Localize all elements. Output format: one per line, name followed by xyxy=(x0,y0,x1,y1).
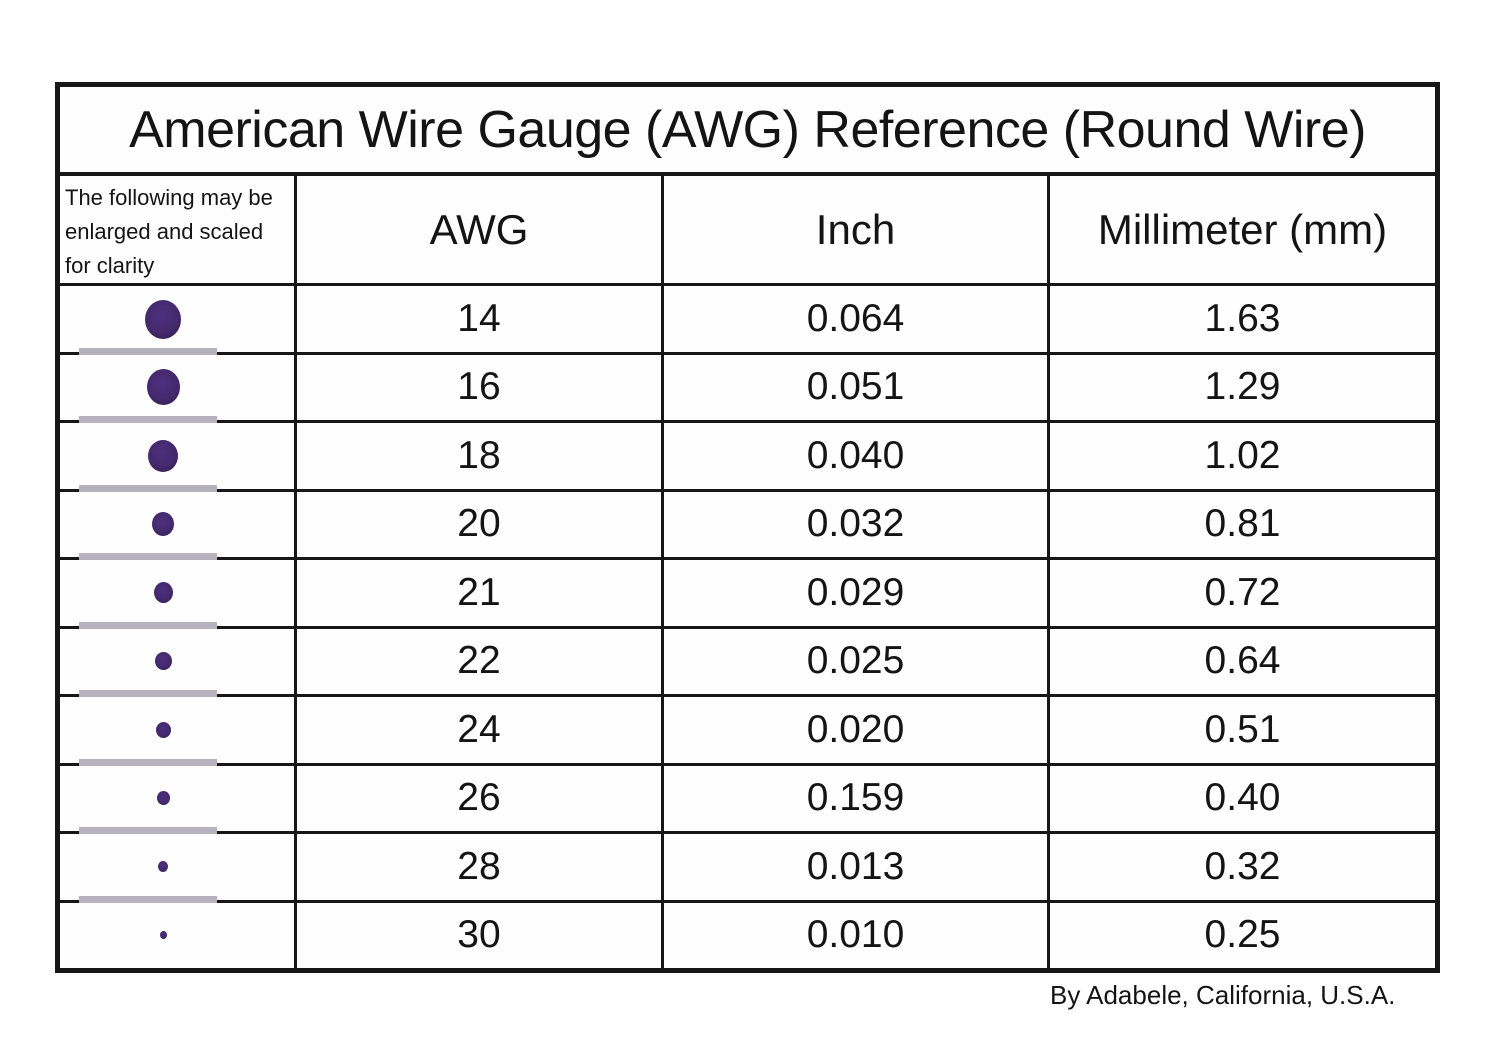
wire-dot-icon xyxy=(156,791,170,806)
awg-value: 28 xyxy=(294,834,661,900)
wire-size-dot-cell xyxy=(60,560,294,630)
inch-value: 0.051 xyxy=(661,354,1047,421)
awg-value: 20 xyxy=(294,491,661,558)
mm-value: 0.32 xyxy=(1047,834,1435,900)
table-row: 20 0.032 0.81 xyxy=(60,488,1435,561)
mm-value: 0.64 xyxy=(1047,628,1435,695)
column-header-millimeter: Millimeter (mm) xyxy=(1047,176,1435,284)
awg-value: 14 xyxy=(294,286,661,352)
mm-value: 0.81 xyxy=(1047,491,1435,558)
wire-dot-icon xyxy=(148,439,178,472)
awg-value: 21 xyxy=(294,560,661,626)
table-row: 26 0.159 0.40 xyxy=(60,762,1435,835)
wire-dot-icon xyxy=(152,512,174,537)
awg-value: 18 xyxy=(294,423,661,489)
wire-size-dot-cell xyxy=(60,697,294,767)
credit-text: By Adabele, California, U.S.A. xyxy=(1050,980,1396,1010)
mm-value: 1.02 xyxy=(1047,423,1435,489)
note-cell: The following may be enlarged and scaled… xyxy=(60,176,294,283)
table-row: 22 0.025 0.64 xyxy=(60,625,1435,698)
mm-value: 1.63 xyxy=(1047,286,1435,352)
awg-value: 30 xyxy=(294,902,661,968)
note-text: The following may be enlarged and scaled… xyxy=(65,185,273,279)
mm-value: 0.25 xyxy=(1047,902,1435,968)
header-row: The following may be enlarged and scaled… xyxy=(60,172,1435,284)
table-row: 24 0.020 0.51 xyxy=(60,694,1435,767)
inch-value: 0.025 xyxy=(661,628,1047,695)
awg-value: 26 xyxy=(294,765,661,832)
mm-value: 0.51 xyxy=(1047,697,1435,763)
wire-size-dot-cell xyxy=(60,766,294,835)
inch-value: 0.010 xyxy=(661,902,1047,968)
wire-dot-icon xyxy=(159,931,167,940)
mm-value: 0.72 xyxy=(1047,560,1435,626)
wire-size-dot-cell xyxy=(60,903,294,968)
wire-dot-icon xyxy=(154,652,172,671)
table-title: American Wire Gauge (AWG) Reference (Rou… xyxy=(129,100,1366,159)
inch-value: 0.064 xyxy=(661,286,1047,352)
awg-value: 22 xyxy=(294,628,661,695)
awg-reference-table: American Wire Gauge (AWG) Reference (Rou… xyxy=(55,82,1440,973)
table-row: 14 0.064 1.63 xyxy=(60,283,1435,356)
inch-value: 0.159 xyxy=(661,765,1047,832)
inch-value: 0.020 xyxy=(661,697,1047,763)
wire-dot-icon xyxy=(158,861,168,873)
column-header-inch: Inch xyxy=(661,176,1047,284)
table-row: 16 0.051 1.29 xyxy=(60,351,1435,424)
column-header-awg: AWG xyxy=(294,176,661,284)
table-body: 14 0.064 1.63 16 0.051 1.29 18 0.040 1.0… xyxy=(60,283,1435,968)
wire-dot-icon xyxy=(145,299,181,339)
inch-value: 0.040 xyxy=(661,423,1047,489)
wire-dot-icon xyxy=(155,721,171,738)
wire-size-dot-cell xyxy=(60,355,294,424)
wire-dot-icon xyxy=(153,582,173,604)
mm-value: 1.29 xyxy=(1047,354,1435,421)
awg-value: 16 xyxy=(294,354,661,421)
wire-size-dot-cell xyxy=(60,286,294,356)
inch-value: 0.032 xyxy=(661,491,1047,558)
table-row: 28 0.013 0.32 xyxy=(60,831,1435,903)
awg-value: 24 xyxy=(294,697,661,763)
table-row: 30 0.010 0.25 xyxy=(60,899,1435,968)
wire-size-dot-cell xyxy=(60,629,294,698)
wire-size-dot-cell xyxy=(60,492,294,561)
table-row: 18 0.040 1.02 xyxy=(60,420,1435,493)
wire-dot-icon xyxy=(146,369,180,406)
table-row: 21 0.029 0.72 xyxy=(60,557,1435,630)
inch-value: 0.013 xyxy=(661,834,1047,900)
inch-value: 0.029 xyxy=(661,560,1047,626)
wire-size-dot-cell xyxy=(60,834,294,903)
wire-size-dot-cell xyxy=(60,423,294,493)
mm-value: 0.40 xyxy=(1047,765,1435,832)
title-row: American Wire Gauge (AWG) Reference (Rou… xyxy=(60,87,1435,172)
